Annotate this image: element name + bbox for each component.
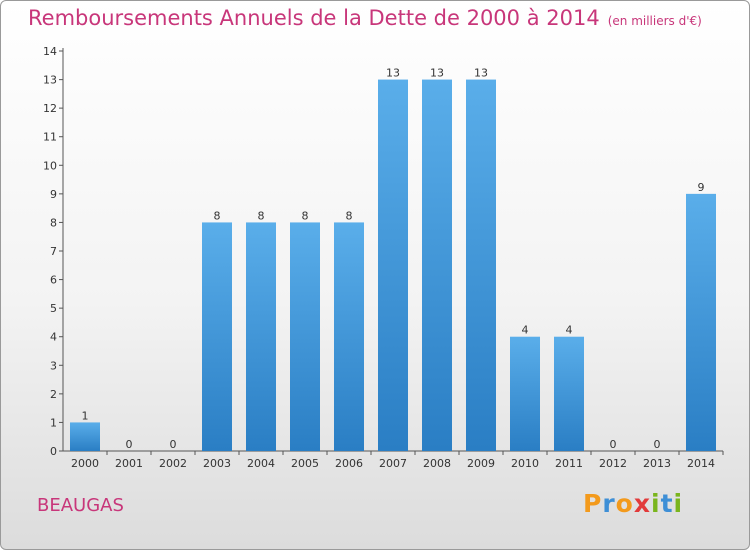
- x-tick-label: 2013: [643, 457, 671, 470]
- x-tick-label: 2006: [335, 457, 363, 470]
- bar: [334, 222, 364, 451]
- logo-letter: o: [615, 489, 634, 518]
- logo-letter: t: [660, 489, 674, 518]
- y-tick-label: 10: [43, 159, 57, 172]
- y-tick-label: 6: [50, 274, 57, 287]
- y-tick-label: 7: [50, 245, 57, 258]
- bar: [686, 193, 716, 451]
- x-tick-label: 2005: [291, 457, 319, 470]
- bar: [70, 422, 100, 451]
- data-label: 8: [346, 209, 353, 222]
- data-label: 13: [430, 67, 444, 80]
- bar: [510, 336, 540, 451]
- data-label: 1: [82, 409, 89, 422]
- bar: [202, 222, 232, 451]
- y-tick-label: 14: [43, 45, 57, 58]
- y-tick-label: 3: [50, 359, 57, 372]
- x-tick-label: 2011: [555, 457, 583, 470]
- title-text: Remboursements Annuels de la Dette de 20…: [28, 6, 600, 30]
- y-tick-label: 11: [43, 131, 57, 144]
- bar: [246, 222, 276, 451]
- data-label: 0: [126, 438, 133, 451]
- x-tick-label: 2010: [511, 457, 539, 470]
- data-label: 8: [258, 209, 265, 222]
- chart-title: Remboursements Annuels de la Dette de 20…: [28, 6, 702, 30]
- x-tick-label: 2014: [687, 457, 715, 470]
- bar: [290, 222, 320, 451]
- bar: [422, 79, 452, 452]
- data-label: 13: [386, 67, 400, 80]
- bar: [466, 79, 496, 452]
- y-tick-label: 8: [50, 216, 57, 229]
- y-tick-label: 2: [50, 388, 57, 401]
- y-tick-label: 5: [50, 302, 57, 315]
- bar: [554, 336, 584, 451]
- y-tick-label: 12: [43, 102, 57, 115]
- data-label: 9: [698, 181, 705, 194]
- x-tick-label: 2000: [71, 457, 99, 470]
- data-label: 4: [566, 324, 573, 337]
- data-label: 8: [302, 209, 309, 222]
- data-label: 0: [170, 438, 177, 451]
- data-label: 0: [610, 438, 617, 451]
- logo-letter: P: [583, 489, 603, 518]
- data-label: 0: [654, 438, 661, 451]
- bar: [378, 79, 408, 452]
- logo-letter: i: [673, 489, 684, 518]
- y-tick-label: 4: [50, 331, 57, 344]
- y-tick-label: 13: [43, 74, 57, 87]
- commune-name: BEAUGAS: [37, 495, 124, 516]
- logo-letter: r: [602, 489, 616, 518]
- x-tick-label: 2003: [203, 457, 231, 470]
- logo-letter: x: [633, 489, 651, 518]
- x-tick-label: 2008: [423, 457, 451, 470]
- y-tick-label: 1: [50, 416, 57, 429]
- x-tick-label: 2001: [115, 457, 143, 470]
- x-tick-label: 2009: [467, 457, 495, 470]
- y-tick-label: 9: [50, 188, 57, 201]
- data-label: 8: [214, 209, 221, 222]
- x-tick-label: 2007: [379, 457, 407, 470]
- data-label: 4: [522, 324, 529, 337]
- x-tick-label: 2012: [599, 457, 627, 470]
- x-tick-label: 2004: [247, 457, 275, 470]
- data-label: 13: [474, 67, 488, 80]
- y-tick-label: 0: [50, 445, 57, 458]
- unit-text: (en milliers d'€): [607, 14, 702, 28]
- proxiti-logo: Proxiti: [583, 489, 683, 518]
- logo-letter: i: [651, 489, 661, 518]
- x-tick-label: 2002: [159, 457, 187, 470]
